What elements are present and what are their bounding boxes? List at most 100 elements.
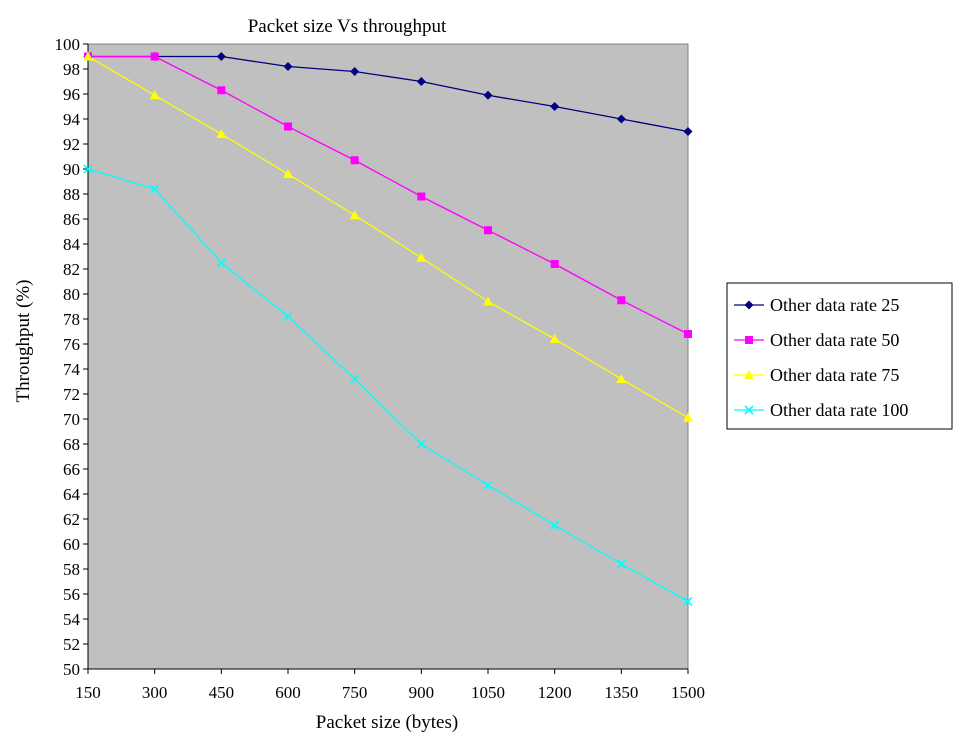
data-point <box>283 62 293 71</box>
y-axis-label: Throughput (%) <box>13 280 34 403</box>
y-tick-label: 60 <box>63 535 80 554</box>
data-point <box>216 52 226 61</box>
data-point <box>616 559 626 569</box>
data-point <box>416 252 427 262</box>
y-tick-label: 64 <box>63 485 81 504</box>
y-tick-label: 80 <box>63 285 80 304</box>
series-4 <box>83 164 693 607</box>
data-point <box>683 127 693 136</box>
data-point <box>549 334 560 343</box>
data-point <box>283 311 293 322</box>
data-point <box>483 296 493 306</box>
y-tick-label: 62 <box>63 510 80 529</box>
x-tick-label: 900 <box>409 683 435 702</box>
y-tick-label: 74 <box>63 360 81 379</box>
series-line <box>87 168 689 603</box>
y-axis: 50 52 54 56 58 60 62 64 66 68 70 72 74 76 78 80 82 84 86 88… <box>55 35 89 679</box>
legend-item: Other data rate 100 <box>734 400 908 420</box>
data-point <box>484 226 492 235</box>
data-point <box>683 596 693 607</box>
legend: Other data rate 25 Other data rate 50 Othe… <box>726 282 953 430</box>
data-point <box>349 210 360 220</box>
data-point <box>617 296 626 305</box>
y-tick-label: 70 <box>63 410 80 429</box>
data-point <box>416 439 426 449</box>
y-tick-label: 58 <box>63 560 80 579</box>
legend-item: Other data rate 25 <box>734 295 899 315</box>
legend-label: Other data rate 75 <box>770 365 899 385</box>
data-point <box>83 164 93 174</box>
y-tick-label: 56 <box>63 585 80 604</box>
x-tick-label: 1050 <box>471 683 505 702</box>
data-point <box>217 86 226 95</box>
legend-box <box>726 282 953 430</box>
data-point <box>83 51 93 61</box>
x-axis-label: Packet size (bytes) <box>316 712 458 733</box>
data-point <box>149 90 160 100</box>
y-tick-label: 88 <box>63 185 80 204</box>
y-tick-label: 100 <box>55 35 81 54</box>
series-line <box>88 55 689 335</box>
data-point <box>684 330 692 338</box>
series-3 <box>83 51 693 422</box>
y-tick-label: 68 <box>63 435 80 454</box>
data-point <box>616 374 627 383</box>
data-point <box>416 77 426 86</box>
x-tick-label: 1350 <box>604 683 638 702</box>
legend-marker <box>745 336 753 344</box>
data-point <box>216 258 226 268</box>
data-point <box>417 192 426 201</box>
data-point <box>150 52 159 61</box>
y-tick-label: 52 <box>63 635 80 654</box>
y-tick-label: 66 <box>63 460 80 479</box>
data-point <box>350 67 360 76</box>
y-tick-label: 90 <box>63 160 80 179</box>
data-point <box>150 184 160 194</box>
x-axis: 150 300 450 600 750 900 1050 1200 1350 1500 <box>75 668 705 702</box>
y-tick-label: 98 <box>63 60 80 79</box>
chart-title: Packet size Vs throughput <box>248 16 447 37</box>
y-tick-label: 76 <box>63 335 80 354</box>
data-point <box>683 412 693 422</box>
legend-label: Other data rate 100 <box>770 400 908 420</box>
y-tick-label: 92 <box>63 135 80 154</box>
data-point <box>550 520 560 530</box>
y-tick-label: 54 <box>63 610 81 629</box>
data-point <box>284 122 292 131</box>
legend-item: Other data rate 75 <box>734 365 899 385</box>
legend-marker <box>744 370 754 379</box>
data-point <box>483 90 493 100</box>
data-point <box>283 169 293 178</box>
series-line <box>87 55 689 419</box>
y-tick-label: 84 <box>63 235 81 254</box>
x-tick-label: 300 <box>142 683 168 702</box>
data-point <box>350 374 360 384</box>
data-point <box>483 480 493 490</box>
x-tick-label: 600 <box>275 683 301 702</box>
x-tick-label: 1500 <box>671 683 705 702</box>
legend-marker <box>744 300 754 310</box>
y-tick-label: 72 <box>63 385 80 404</box>
x-tick-label: 150 <box>75 683 101 702</box>
x-tick-label: 750 <box>342 683 368 702</box>
data-point <box>616 114 626 124</box>
y-tick-label: 78 <box>63 310 80 329</box>
data-point <box>216 129 227 138</box>
y-tick-label: 96 <box>63 85 80 104</box>
series-line <box>88 55 689 133</box>
y-tick-label: 50 <box>63 660 80 679</box>
legend-label: Other data rate 25 <box>770 295 899 315</box>
data-point <box>350 156 359 165</box>
legend-label: Other data rate 50 <box>770 330 899 350</box>
series-layer <box>83 51 693 607</box>
legend-marker <box>744 405 754 415</box>
x-tick-label: 1200 <box>538 683 572 702</box>
y-tick-label: 86 <box>63 210 80 229</box>
data-point <box>550 102 560 111</box>
y-tick-label: 94 <box>63 110 81 129</box>
y-tick-label: 82 <box>63 260 80 279</box>
x-tick-label: 450 <box>209 683 235 702</box>
plot-area <box>87 43 689 670</box>
data-point <box>550 260 559 268</box>
